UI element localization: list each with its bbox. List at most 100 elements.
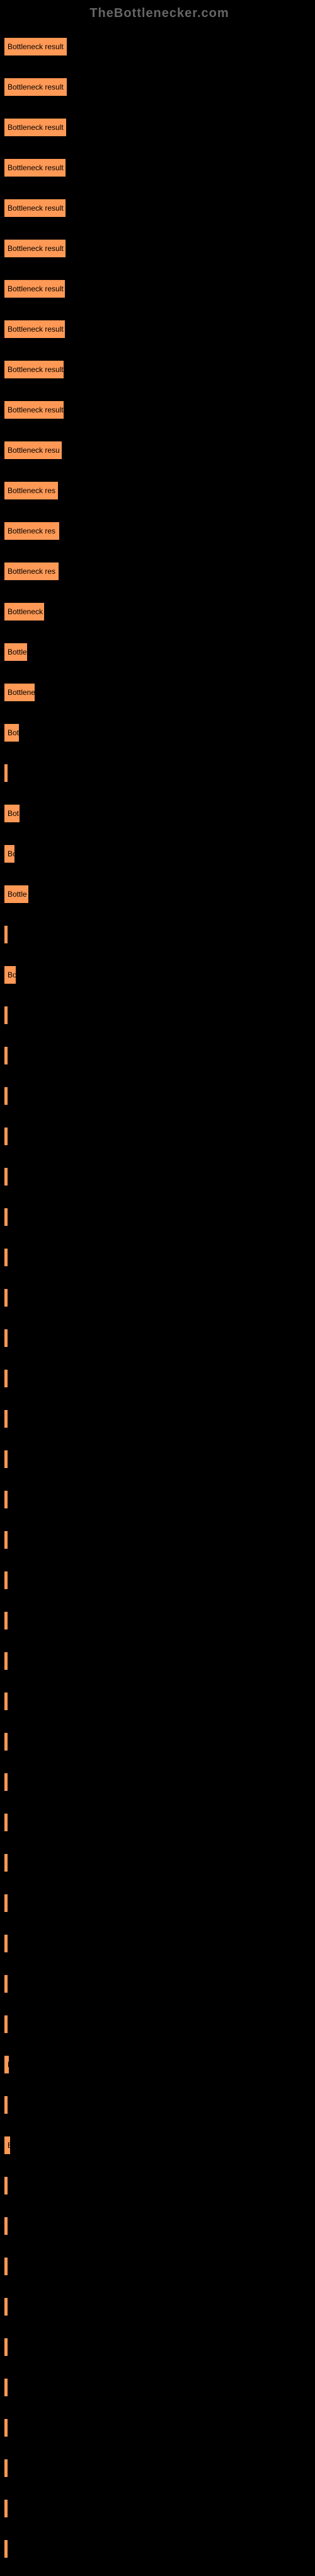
result-link[interactable]: Bottleneck result	[4, 1278, 315, 1287]
result-link[interactable]: Bottleneck result	[4, 794, 315, 803]
result-link[interactable]: Bottleneck result	[4, 2287, 315, 2296]
result-bar: Bot	[4, 723, 20, 742]
result-item: Bottleneck result	[4, 2085, 315, 2114]
result-link[interactable]: Bottleneck result	[4, 2045, 315, 2054]
result-bar: Bottleneck result	[4, 320, 66, 339]
result-link[interactable]: Bottleneck result	[4, 108, 315, 117]
result-link[interactable]: Bottleneck result	[4, 390, 315, 399]
result-link[interactable]: Bottleneck result	[4, 269, 315, 278]
result-link[interactable]: Bottleneck result	[4, 1561, 315, 1570]
result-bar: Bottleneck result	[4, 400, 64, 419]
result-link[interactable]: Bottleneck result	[4, 1924, 315, 1933]
result-bar: Bottleneck res	[4, 522, 60, 540]
result-bar: Bottleneck result	[4, 37, 67, 56]
result-bar: Bottle	[4, 885, 29, 904]
result-link[interactable]: Bottleneck result	[4, 1843, 315, 1852]
result-link[interactable]: Bottleneck result	[4, 1359, 315, 1368]
result-bar	[4, 1692, 8, 1711]
result-link[interactable]: Bottleneck result	[4, 592, 315, 601]
result-item: Bottleneck resultBot	[4, 794, 315, 823]
result-item: Bottleneck resultBottleneck res	[4, 471, 315, 500]
result-item: Bottleneck resultBottle	[4, 632, 315, 661]
site-header: TheBottlenecker.com	[4, 6, 315, 21]
result-item: Bottleneck result	[4, 1359, 315, 1388]
result-link[interactable]: Bottleneck result	[4, 2368, 315, 2377]
result-link[interactable]: Bottleneck result	[4, 1480, 315, 1489]
result-link[interactable]: Bottleneck result	[4, 67, 315, 76]
result-link[interactable]: Bottleneck result	[4, 1601, 315, 1610]
result-link[interactable]: Bottleneck result	[4, 511, 315, 520]
result-item: Bottleneck resultBot	[4, 713, 315, 742]
result-bar	[4, 1450, 8, 1469]
result-link[interactable]: Bottleneck result	[4, 875, 315, 883]
result-link[interactable]: Bottleneck result	[4, 1319, 315, 1327]
result-link[interactable]: Bottleneck result	[4, 996, 315, 1005]
result-link[interactable]: Bottleneck result	[4, 1076, 315, 1085]
result-bar	[4, 1127, 8, 1146]
result-link[interactable]: Bottleneck result	[4, 431, 315, 440]
result-item: Bottleneck result	[4, 1238, 315, 1267]
result-link[interactable]: Bottleneck result	[4, 1964, 315, 1973]
result-item: Bottleneck result	[4, 2408, 315, 2437]
result-bar	[4, 2539, 8, 2558]
result-item: Bottleneck result	[4, 1884, 315, 1913]
result-link[interactable]: Bottleneck result	[4, 2247, 315, 2256]
result-link[interactable]: Bottleneck result	[4, 2085, 315, 2094]
result-bar: Bottleneck result	[4, 360, 64, 379]
result-link[interactable]: Bottleneck result	[4, 2206, 315, 2215]
result-link[interactable]: Bottleneck result	[4, 310, 315, 318]
result-link[interactable]: Bottleneck result	[4, 1157, 315, 1166]
result-link[interactable]: Bottleneck result	[4, 1763, 315, 1771]
result-link[interactable]: Bottleneck result	[4, 1198, 315, 1206]
result-bar	[4, 2418, 8, 2437]
result-link[interactable]: Bottleneck result	[4, 2449, 315, 2457]
result-link[interactable]: Bottleneck result	[4, 1722, 315, 1731]
result-link[interactable]: Bottleneck result	[4, 229, 315, 238]
result-link[interactable]: Bottleneck result	[4, 189, 315, 197]
result-link[interactable]: Bottleneck result	[4, 2166, 315, 2175]
result-item: Bottleneck resultBottleneck result	[4, 229, 315, 258]
result-item: Bottleneck result	[4, 1157, 315, 1186]
result-item: Bottleneck result	[4, 1278, 315, 1307]
result-link[interactable]: Bottleneck result	[4, 1117, 315, 1126]
result-link[interactable]: Bottleneck result	[4, 955, 315, 964]
result-bar: Bottleneck result	[4, 78, 67, 96]
result-item: Bottleneck result	[4, 1561, 315, 1590]
result-bar: Bottleneck result	[4, 158, 66, 177]
result-link[interactable]: Bottleneck result	[4, 1036, 315, 1045]
result-link[interactable]: Bottleneck result	[4, 1238, 315, 1247]
result-item: Bottleneck result Bottleneck result	[4, 310, 315, 339]
result-link[interactable]: Bottleneck result	[4, 471, 315, 480]
result-link[interactable]: Bottleneck result	[4, 27, 315, 36]
result-link[interactable]: Bottleneck result	[4, 1399, 315, 1408]
result-link[interactable]: Bottleneck result	[4, 1884, 315, 1892]
result-bar	[4, 764, 8, 783]
result-link[interactable]: Bottleneck result	[4, 834, 315, 843]
result-link[interactable]: Bottleneck result	[4, 2126, 315, 2135]
result-item: Bottleneck resultBo	[4, 834, 315, 863]
result-link[interactable]: Bottleneck result	[4, 1520, 315, 1529]
result-bar: Bottlene	[4, 683, 35, 702]
result-bar: Bo	[4, 965, 16, 984]
result-link[interactable]: Bottleneck result	[4, 915, 315, 924]
result-link[interactable]: Bottleneck result	[4, 754, 315, 762]
result-link[interactable]: Bottleneck result	[4, 2529, 315, 2538]
result-link[interactable]: Bottleneck result	[4, 2408, 315, 2417]
result-link[interactable]: Bottleneck result	[4, 713, 315, 722]
result-link[interactable]: Bottleneck result	[4, 2489, 315, 2498]
result-link[interactable]: Bottleneck result	[4, 2005, 315, 2014]
result-link[interactable]: Bottleneck result	[4, 1440, 315, 1448]
result-link[interactable]: Bottleneck result	[4, 148, 315, 157]
result-link[interactable]: Bottleneck result	[4, 632, 315, 641]
result-link[interactable]: Bottleneck result	[4, 2328, 315, 2336]
result-link[interactable]: Bottleneck result	[4, 673, 315, 682]
result-link[interactable]: Bottleneck result	[4, 1803, 315, 1812]
result-bar	[4, 1409, 8, 1428]
result-link[interactable]: Bottleneck result	[4, 1682, 315, 1691]
result-item: Bottleneck result	[4, 1722, 315, 1751]
result-link[interactable]: Bottleneck result	[4, 552, 315, 561]
result-link[interactable]: Bottleneck result	[4, 1641, 315, 1650]
result-bar	[4, 2095, 8, 2114]
result-link[interactable]: Bottleneck result	[4, 350, 315, 359]
result-item: Bottleneck result	[4, 1036, 315, 1065]
